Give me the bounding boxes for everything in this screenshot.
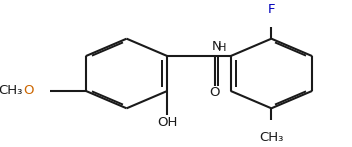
- Text: H: H: [218, 43, 227, 53]
- Text: F: F: [268, 3, 275, 16]
- Text: OH: OH: [157, 116, 178, 129]
- Text: N: N: [211, 40, 221, 53]
- Text: CH₃: CH₃: [0, 84, 23, 97]
- Text: O: O: [23, 84, 33, 97]
- Text: O: O: [209, 86, 220, 99]
- Text: CH₃: CH₃: [259, 131, 284, 144]
